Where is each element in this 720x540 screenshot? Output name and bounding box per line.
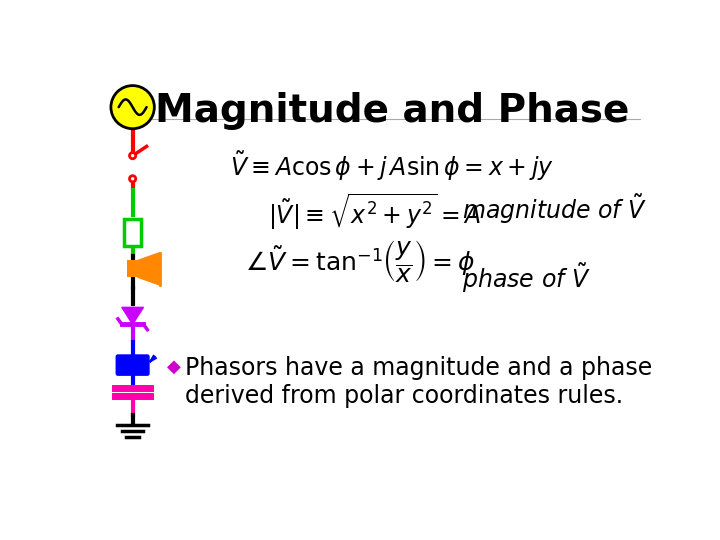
Text: Phasors have a magnitude and a phase
derived from polar coordinates rules.: Phasors have a magnitude and a phase der… xyxy=(184,356,652,408)
Text: $\tilde{V} \equiv A\cos\phi + j\,A\sin\phi = x + jy$: $\tilde{V} \equiv A\cos\phi + j\,A\sin\p… xyxy=(230,150,554,184)
Text: $\angle\tilde{V} = \tan^{-1}\!\left(\dfrac{y}{x}\right) = \phi$: $\angle\tilde{V} = \tan^{-1}\!\left(\dfr… xyxy=(245,238,475,284)
Text: $\mathit{magnitude\ of\ \tilde{V}}$: $\mathit{magnitude\ of\ \tilde{V}}$ xyxy=(462,192,647,226)
Bar xyxy=(124,219,141,246)
Text: $|\tilde{V}| \equiv \sqrt{x^2 + y^2} = A$: $|\tilde{V}| \equiv \sqrt{x^2 + y^2} = A… xyxy=(269,192,482,232)
Bar xyxy=(127,260,138,278)
Text: $\mathit{phase\ of\ \tilde{V}}$: $\mathit{phase\ of\ \tilde{V}}$ xyxy=(462,261,591,295)
Polygon shape xyxy=(138,253,160,285)
Text: ◆: ◆ xyxy=(167,357,181,375)
Circle shape xyxy=(111,85,154,129)
Circle shape xyxy=(130,153,136,159)
FancyBboxPatch shape xyxy=(116,354,150,376)
Text: Magnitude and Phase: Magnitude and Phase xyxy=(155,92,629,130)
Circle shape xyxy=(130,176,136,182)
Polygon shape xyxy=(122,307,143,325)
